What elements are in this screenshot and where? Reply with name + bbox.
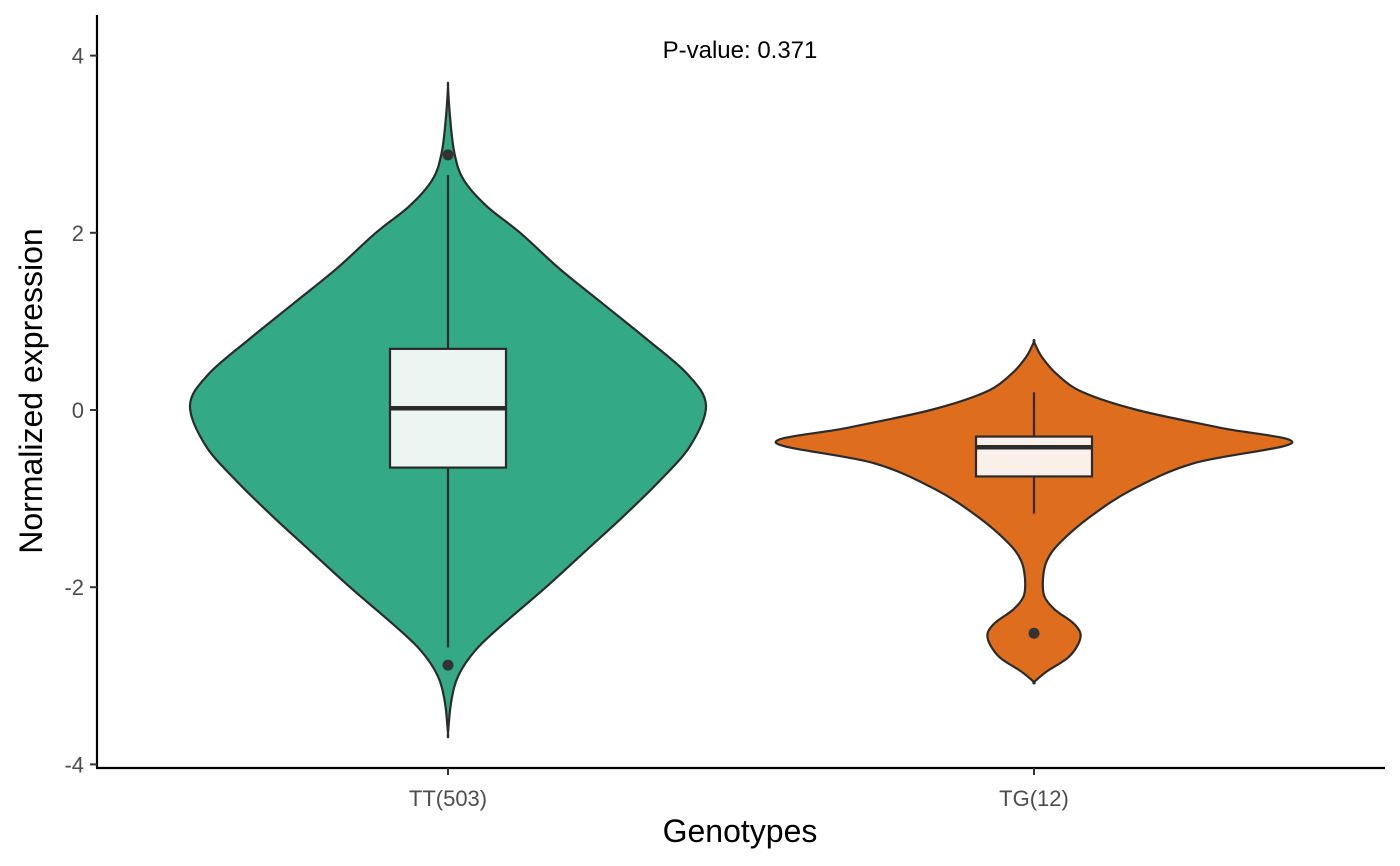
- outlier-point: [1028, 627, 1040, 639]
- outlier-point: [442, 659, 454, 671]
- outlier-point: [442, 149, 454, 161]
- y-tick-label: 4: [72, 44, 84, 69]
- x-axis-title: Genotypes: [663, 813, 818, 849]
- y-axis-ticks: 4 2 0 -2 -4: [64, 44, 97, 777]
- y-tick-label: 0: [72, 398, 84, 423]
- plot-area: [188, 81, 1294, 739]
- x-axis-ticks: TT(503) TG(12): [409, 768, 1069, 811]
- p-value-annotation: P-value: 0.371: [663, 37, 818, 64]
- y-tick-label: 2: [72, 221, 84, 246]
- y-tick-label: -4: [64, 752, 84, 777]
- y-axis-title: Normalized expression: [13, 228, 49, 553]
- x-tick-label: TG(12): [999, 786, 1069, 811]
- box-iqr: [974, 435, 1094, 478]
- x-tick-label: TT(503): [409, 786, 487, 811]
- y-tick-label: -2: [64, 575, 84, 600]
